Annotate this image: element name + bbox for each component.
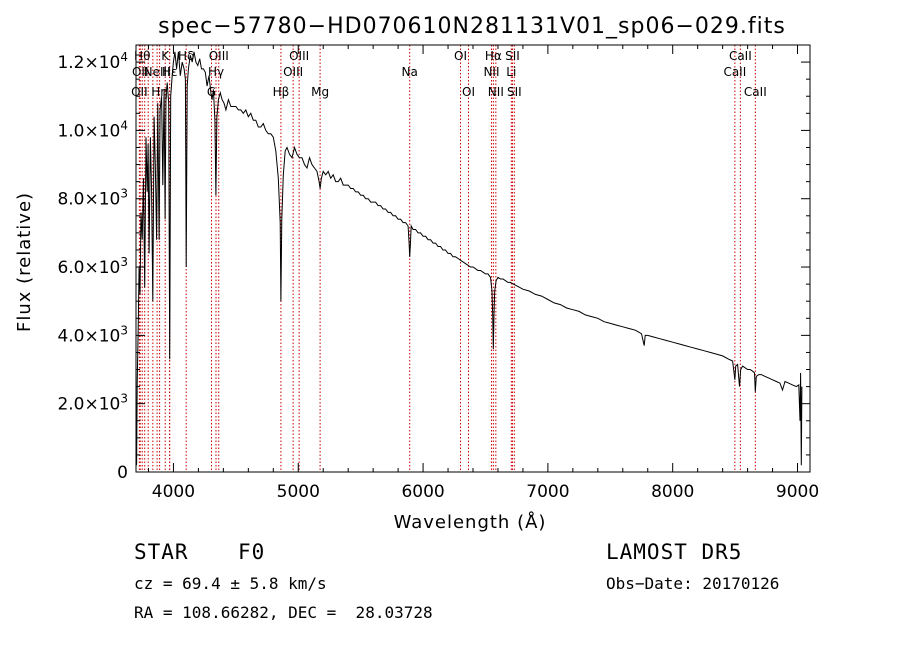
y-tick-label-6: 1.2×104 xyxy=(57,50,128,73)
line-label-14: OIII xyxy=(209,49,229,63)
line-label-16: OIII xyxy=(283,65,303,79)
line-label-25: Li xyxy=(506,65,516,79)
line-label-29: CaII xyxy=(729,49,752,63)
line-label-30: CaII xyxy=(744,85,767,99)
x-tick-label-2: 6000 xyxy=(401,482,444,502)
x-tick-label-0: 4000 xyxy=(152,482,195,502)
line-label-19: Na xyxy=(402,65,418,79)
spectrum-series-line xyxy=(135,51,803,466)
redshift-velocity: cz = 69.4 ± 5.8 km/s xyxy=(134,574,327,593)
line-label-7: Hη xyxy=(151,85,168,99)
line-label-6: NeIII xyxy=(144,65,171,79)
line-label-23: Hα xyxy=(485,49,502,63)
survey-name: LAMOST DR5 xyxy=(606,540,743,564)
line-label-12: G xyxy=(207,85,216,99)
x-tick-label-5: 9000 xyxy=(776,482,819,502)
object-subclass: F0 xyxy=(238,540,266,564)
spectral-line-markers xyxy=(138,45,756,472)
line-label-2: Hθ xyxy=(134,49,150,63)
sky-coordinates: RA = 108.66282, DEC = 28.03728 xyxy=(134,603,433,622)
x-tick-label-4: 8000 xyxy=(651,482,694,502)
line-label-28: CaII xyxy=(723,65,746,79)
chart-title: spec−57780−HD070610N281131V01_sp06−029.f… xyxy=(158,14,786,39)
y-tick-label-4: 8.0×103 xyxy=(57,187,128,210)
y-axis-label: Flux (relative) xyxy=(14,192,35,332)
x-tick-label-3: 7000 xyxy=(526,482,569,502)
object-class: STAR xyxy=(134,540,189,564)
line-label-15: Hβ xyxy=(273,85,290,99)
y-tick-label-2: 4.0×103 xyxy=(57,323,128,346)
line-label-11: Hδ xyxy=(178,49,194,63)
line-label-10: Hε xyxy=(162,65,178,79)
observation-date: Obs−Date: 20170126 xyxy=(606,574,780,593)
spectral-line-labels: OIIOIIHθNeIIIHηKHεHδGHγOIIIHβOIIIOIIIMgN… xyxy=(131,49,767,99)
line-label-22: NII xyxy=(483,65,499,79)
y-tick-label-0: 0 xyxy=(117,463,128,483)
y-tick-label-1: 2.0×103 xyxy=(57,392,128,415)
y-axis-ticks: 0 2.0×103 4.0×103 6.0×103 8.0×103 1.0×104 1.2×… xyxy=(57,50,810,483)
line-label-27: SII xyxy=(507,85,522,99)
y-tick-label-5: 1.0×104 xyxy=(57,118,128,141)
x-axis-label: Wavelength (Å) xyxy=(394,511,547,533)
line-label-13: Hγ xyxy=(208,65,224,79)
line-label-20: OI xyxy=(454,49,467,63)
y-tick-label-3: 6.0×103 xyxy=(57,255,128,278)
line-label-17: OIII xyxy=(289,49,309,63)
line-label-18: Mg xyxy=(311,85,329,99)
line-label-21: OI xyxy=(462,85,475,99)
line-label-24: NII xyxy=(488,85,504,99)
line-label-0: OII xyxy=(131,85,148,99)
x-tick-label-1: 5000 xyxy=(277,482,320,502)
x-axis-ticks: 4000 5000 6000 7000 8000 9000 xyxy=(147,45,819,502)
line-label-26: SII xyxy=(505,49,520,63)
line-label-8: K xyxy=(161,49,170,63)
